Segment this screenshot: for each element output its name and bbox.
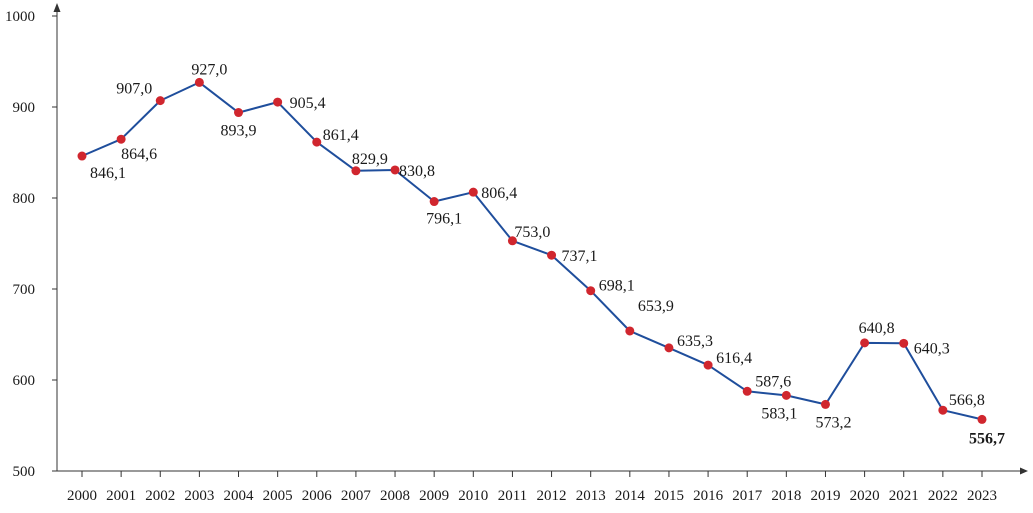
data-point <box>116 134 126 144</box>
data-label: 698,1 <box>599 278 635 295</box>
data-point <box>781 390 791 400</box>
x-tick-label: 2008 <box>380 488 410 504</box>
x-tick-label: 2012 <box>537 488 567 504</box>
x-tick-label: 2017 <box>732 488 763 504</box>
data-point <box>507 236 517 246</box>
x-tick-label: 2020 <box>850 488 880 504</box>
x-tick-label: 2006 <box>302 488 333 504</box>
data-point <box>468 187 478 197</box>
data-label: 927,0 <box>191 61 227 78</box>
x-tick-label: 2010 <box>458 488 488 504</box>
x-tick-label: 2004 <box>224 488 255 504</box>
data-label: 893,9 <box>221 123 257 140</box>
data-point <box>194 77 204 87</box>
data-label: 640,3 <box>914 340 950 357</box>
data-point <box>742 386 752 396</box>
data-label: 573,2 <box>815 414 851 431</box>
data-point <box>938 405 948 415</box>
data-label: 829,9 <box>352 151 388 168</box>
data-label: 737,1 <box>562 248 598 265</box>
x-tick-label: 2000 <box>67 488 97 504</box>
y-tick-label: 900 <box>13 100 36 116</box>
data-label: 635,3 <box>677 333 713 350</box>
x-tick-label: 2021 <box>889 488 919 504</box>
y-tick-label: 600 <box>13 373 36 389</box>
y-tick-label: 1000 <box>5 9 35 25</box>
x-tick-label: 2019 <box>810 488 840 504</box>
x-tick-label: 2002 <box>145 488 175 504</box>
data-point <box>860 338 870 348</box>
series-line <box>81 81 983 421</box>
data-point <box>899 338 909 348</box>
x-tick-label: 2001 <box>106 488 136 504</box>
data-labels: 846,1 864,6 907,0 927,0 893,9 905,4 861,4 829,9… <box>90 61 1005 447</box>
data-point <box>664 343 674 353</box>
x-tick-label: 2011 <box>498 488 527 504</box>
data-point <box>429 197 439 207</box>
x-axis-arrow-icon <box>1020 467 1028 475</box>
data-label: 861,4 <box>323 127 359 144</box>
data-point <box>77 151 87 161</box>
data-label: 583,1 <box>761 405 797 422</box>
data-point <box>703 360 713 370</box>
x-tick-label: 2003 <box>184 488 214 504</box>
data-point <box>820 399 830 409</box>
data-label: 556,7 <box>969 430 1005 447</box>
data-label: 864,6 <box>121 146 157 163</box>
x-tick-label: 2015 <box>654 488 684 504</box>
x-tick-label: 2013 <box>576 488 606 504</box>
data-point <box>273 97 283 107</box>
y-tick-label: 500 <box>13 464 36 480</box>
data-label: 905,4 <box>290 95 326 112</box>
x-tick-label: 2016 <box>693 488 724 504</box>
x-tick-label: 2007 <box>341 488 372 504</box>
data-point <box>390 165 400 175</box>
x-tick-label: 2018 <box>771 488 801 504</box>
data-label: 907,0 <box>116 81 152 98</box>
x-tick-label: 2009 <box>419 488 449 504</box>
x-axis-ticks: 2000 2001 2002 2003 2004 2005 2006 2007 2008 2009… <box>67 471 997 504</box>
chart-axes <box>53 3 1028 475</box>
data-label: 830,8 <box>399 163 435 180</box>
y-tick-label: 800 <box>13 191 36 207</box>
data-point <box>547 250 557 260</box>
data-point <box>977 414 987 424</box>
data-label: 796,1 <box>426 211 462 228</box>
data-label: 640,8 <box>859 320 895 337</box>
data-label: 653,9 <box>638 298 674 315</box>
data-label: 806,4 <box>481 185 517 202</box>
x-tick-label: 2014 <box>615 488 646 504</box>
data-point <box>351 166 361 176</box>
data-label: 846,1 <box>90 165 126 182</box>
y-axis-arrow-icon <box>53 3 61 12</box>
data-point <box>234 108 244 118</box>
series-polyline <box>81 81 983 421</box>
data-point <box>586 286 596 296</box>
data-label: 753,0 <box>514 224 550 241</box>
data-point <box>625 326 635 336</box>
x-tick-label: 2005 <box>263 488 293 504</box>
data-label: 587,6 <box>755 373 791 390</box>
y-axis-ticks: 500 600 700 800 900 1000 <box>5 9 57 480</box>
data-points <box>77 77 987 424</box>
x-tick-label: 2022 <box>928 488 958 504</box>
data-label: 616,4 <box>716 350 752 367</box>
data-point <box>155 96 165 106</box>
data-label: 566,8 <box>949 392 985 409</box>
data-point <box>312 137 322 147</box>
y-tick-label: 700 <box>13 282 36 298</box>
x-tick-label: 2023 <box>967 488 997 504</box>
